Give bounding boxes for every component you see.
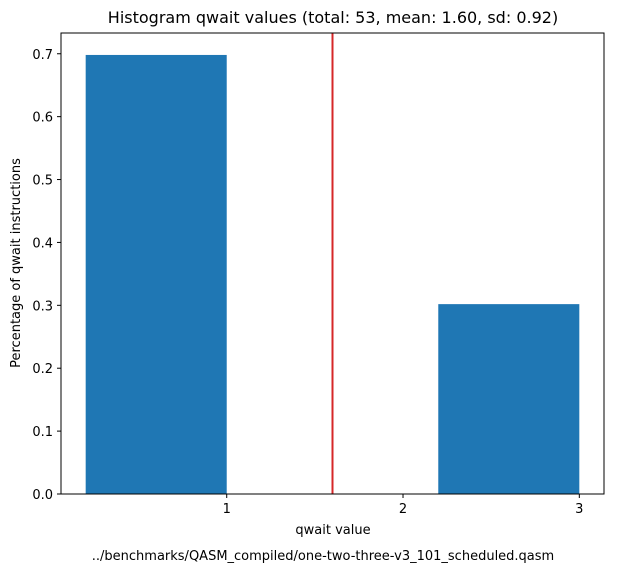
y-tick-label: 0.0 [32,488,53,503]
x-axis-label: qwait value [295,523,370,538]
file-caption: ../benchmarks/QASM_compiled/one-two-thre… [92,549,554,564]
plot-area [85,33,580,494]
y-tick-label: 0.3 [32,299,53,314]
axes: 1 2 3 0.0 0.1 0.2 0.3 0.4 0.5 0.6 0.7 [32,48,583,517]
plot-frame [60,32,605,495]
y-tick-label: 0.4 [32,236,53,251]
y-tick-label: 0.5 [32,174,53,189]
x-tick-label: 3 [575,502,583,517]
histogram-bar-2 [438,304,580,494]
y-tick-label: 0.1 [32,425,53,440]
y-tick-label: 0.2 [32,362,53,377]
x-tick-label: 1 [223,502,231,517]
x-tick-label: 2 [399,502,407,517]
histogram-bar-0 [85,54,227,494]
y-tick-label: 0.6 [32,111,53,126]
y-axis-label: Percentage of qwait instructions [9,158,24,368]
y-tick-label: 0.7 [32,48,53,63]
chart-title: Histogram qwait values (total: 53, mean:… [108,8,558,27]
